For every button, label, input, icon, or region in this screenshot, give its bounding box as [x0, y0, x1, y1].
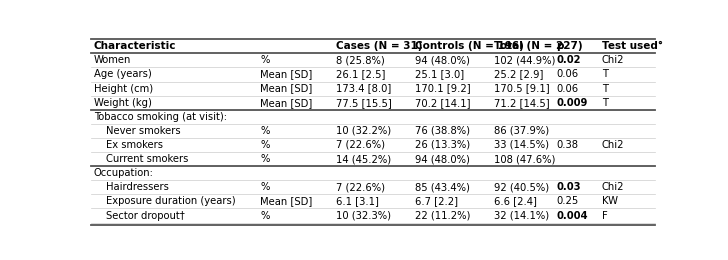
Text: 6.7 [2.2]: 6.7 [2.2] — [416, 196, 459, 206]
Text: F: F — [601, 211, 607, 220]
Text: Women: Women — [94, 55, 131, 65]
Text: Occupation:: Occupation: — [94, 168, 154, 178]
Text: 70.2 [14.1]: 70.2 [14.1] — [416, 98, 471, 108]
Text: Current smokers: Current smokers — [106, 154, 189, 164]
Text: 173.4 [8.0]: 173.4 [8.0] — [336, 83, 392, 94]
Text: T: T — [601, 98, 608, 108]
Text: Never smokers: Never smokers — [106, 126, 181, 136]
Text: Ex smokers: Ex smokers — [106, 140, 163, 150]
Text: Weight (kg): Weight (kg) — [94, 98, 151, 108]
Text: 0.02: 0.02 — [556, 55, 581, 65]
Text: Mean [SD]: Mean [SD] — [261, 98, 312, 108]
Text: %: % — [261, 140, 269, 150]
Text: 92 (40.5%): 92 (40.5%) — [494, 182, 550, 192]
Text: 85 (43.4%): 85 (43.4%) — [416, 182, 470, 192]
Text: Height (cm): Height (cm) — [94, 83, 153, 94]
Text: Total (N = 227): Total (N = 227) — [494, 41, 583, 51]
Text: 10 (32.2%): 10 (32.2%) — [336, 126, 392, 136]
Text: 26.1 [2.5]: 26.1 [2.5] — [336, 69, 386, 80]
Text: Exposure duration (years): Exposure duration (years) — [106, 196, 236, 206]
Text: 6.1 [3.1]: 6.1 [3.1] — [336, 196, 379, 206]
Text: %: % — [261, 126, 269, 136]
Text: 33 (14.5%): 33 (14.5%) — [494, 140, 550, 150]
Text: 170.5 [9.1]: 170.5 [9.1] — [494, 83, 550, 94]
Text: 0.06: 0.06 — [556, 69, 579, 80]
Text: 0.38: 0.38 — [556, 140, 579, 150]
Text: KW: KW — [601, 196, 617, 206]
Text: %: % — [261, 182, 269, 192]
Text: %: % — [261, 154, 269, 164]
Text: Controls (N = 196): Controls (N = 196) — [416, 41, 524, 51]
Text: Hairdressers: Hairdressers — [106, 182, 169, 192]
Text: Chi2: Chi2 — [601, 55, 624, 65]
Text: Age (years): Age (years) — [94, 69, 151, 80]
Text: p: p — [556, 41, 564, 51]
Text: Characteristic: Characteristic — [94, 41, 176, 51]
Text: Tobacco smoking (at visit):: Tobacco smoking (at visit): — [94, 112, 227, 122]
Text: T: T — [601, 83, 608, 94]
Text: %: % — [261, 55, 269, 65]
Text: 0.25: 0.25 — [556, 196, 579, 206]
Text: Mean [SD]: Mean [SD] — [261, 83, 312, 94]
Text: Test used°: Test used° — [601, 41, 662, 51]
Text: 94 (48.0%): 94 (48.0%) — [416, 55, 470, 65]
Text: 14 (45.2%): 14 (45.2%) — [336, 154, 392, 164]
Text: 7 (22.6%): 7 (22.6%) — [336, 140, 385, 150]
Text: 25.1 [3.0]: 25.1 [3.0] — [416, 69, 464, 80]
Text: 86 (37.9%): 86 (37.9%) — [494, 126, 550, 136]
Text: 76 (38.8%): 76 (38.8%) — [416, 126, 470, 136]
Text: 170.1 [9.2]: 170.1 [9.2] — [416, 83, 471, 94]
Text: Chi2: Chi2 — [601, 140, 624, 150]
Text: 94 (48.0%): 94 (48.0%) — [416, 154, 470, 164]
Text: 26 (13.3%): 26 (13.3%) — [416, 140, 470, 150]
Text: Sector dropout†: Sector dropout† — [106, 211, 185, 220]
Text: 0.004: 0.004 — [556, 211, 588, 220]
Text: 77.5 [15.5]: 77.5 [15.5] — [336, 98, 392, 108]
Text: %: % — [261, 211, 269, 220]
Text: 0.06: 0.06 — [556, 83, 579, 94]
Text: 32 (14.1%): 32 (14.1%) — [494, 211, 550, 220]
Text: 8 (25.8%): 8 (25.8%) — [336, 55, 385, 65]
Text: 108 (47.6%): 108 (47.6%) — [494, 154, 555, 164]
Text: 25.2 [2.9]: 25.2 [2.9] — [494, 69, 544, 80]
Text: 6.6 [2.4]: 6.6 [2.4] — [494, 196, 537, 206]
Text: Mean [SD]: Mean [SD] — [261, 196, 312, 206]
Text: 0.03: 0.03 — [556, 182, 581, 192]
Text: 22 (11.2%): 22 (11.2%) — [416, 211, 471, 220]
Text: 10 (32.3%): 10 (32.3%) — [336, 211, 392, 220]
Text: T: T — [601, 69, 608, 80]
Text: 71.2 [14.5]: 71.2 [14.5] — [494, 98, 550, 108]
Text: Mean [SD]: Mean [SD] — [261, 69, 312, 80]
Text: 0.009: 0.009 — [556, 98, 587, 108]
Text: Chi2: Chi2 — [601, 182, 624, 192]
Text: 7 (22.6%): 7 (22.6%) — [336, 182, 385, 192]
Text: 102 (44.9%): 102 (44.9%) — [494, 55, 555, 65]
Text: Cases (N = 31): Cases (N = 31) — [336, 41, 423, 51]
